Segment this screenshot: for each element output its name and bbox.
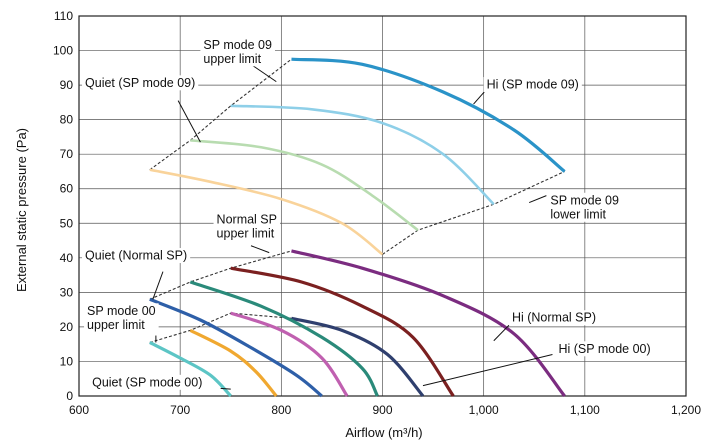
- series-line-6: [230, 266, 455, 397]
- annotation-text: Quiet (SP mode 00): [92, 375, 202, 389]
- annotation-text: Hi (SP mode 09): [487, 78, 579, 92]
- annotation: Hi (SP mode 00): [555, 341, 654, 357]
- annotation-text: upper limit: [87, 318, 145, 332]
- annotation: Quiet (Normal SP): [82, 248, 191, 264]
- series-line-5: [291, 249, 566, 398]
- annotation-box: [82, 248, 191, 264]
- x-tick-label: 800: [271, 403, 291, 417]
- annotation-box: [89, 374, 206, 390]
- x-tick-label: 1,100: [570, 403, 600, 417]
- annotation-leader: [152, 271, 164, 300]
- series-curves: [149, 57, 566, 398]
- limit-line: [382, 170, 565, 255]
- annotation-text: lower limit: [550, 207, 606, 221]
- series-line-10: [149, 297, 323, 398]
- x-axis-label: Airflow (m³/h): [345, 425, 422, 440]
- y-tick-label: 10: [60, 354, 74, 368]
- annotation-box: [82, 75, 199, 91]
- limit-lines: [149, 58, 565, 343]
- y-axis-label: External static pressure (Pa): [14, 128, 29, 292]
- series-line-12: [149, 341, 232, 398]
- annotation-box: [555, 341, 654, 357]
- annotation: Quiet (SP mode 09): [82, 75, 199, 91]
- y-tick-label: 0: [66, 389, 73, 403]
- x-tick-label: 600: [69, 403, 89, 417]
- annotation-text: Quiet (Normal SP): [85, 249, 187, 263]
- plot-frame: [78, 15, 687, 397]
- annotation-leader: [220, 387, 231, 390]
- limit-line: [149, 250, 292, 300]
- y-tick-label: 20: [60, 320, 74, 334]
- y-tick-label: 90: [60, 78, 74, 92]
- annotation-text: Hi (SP mode 00): [558, 342, 650, 356]
- annotation-leader: [250, 63, 277, 83]
- annotation-leader: [529, 195, 547, 204]
- annotation-leader: [473, 89, 487, 105]
- y-tick-label: 40: [60, 251, 74, 265]
- annotation-box: [547, 192, 622, 222]
- annotation-text: SP mode 09: [550, 193, 619, 207]
- annotation-box: [84, 303, 159, 333]
- limit-line: [149, 312, 292, 343]
- annotation-leader: [493, 324, 510, 342]
- x-tick-label: 1,200: [671, 403, 701, 417]
- annotation: Hi (SP mode 09): [483, 77, 582, 93]
- series-line-8: [189, 280, 379, 397]
- y-tick-label: 100: [53, 44, 73, 58]
- series-line-4: [149, 168, 384, 256]
- series-line-2: [230, 104, 495, 206]
- annotation-leader: [250, 245, 270, 254]
- annotation-text: SP mode 09: [203, 38, 272, 52]
- annotation-text: Normal SP: [217, 212, 277, 226]
- annotation-text: Hi (Normal SP): [512, 311, 596, 325]
- limit-line: [149, 58, 292, 171]
- annotation: Quiet (SP mode 00): [89, 374, 206, 390]
- y-tick-label: 30: [60, 285, 74, 299]
- x-tick-label: 900: [372, 403, 392, 417]
- annotation-box: [508, 310, 600, 326]
- x-tick-label: 700: [170, 403, 190, 417]
- series-line-9: [230, 311, 349, 397]
- y-tick-label: 60: [60, 182, 74, 196]
- series-line-3: [190, 139, 419, 232]
- series-line-11: [189, 328, 278, 398]
- annotation-text: Quiet (SP mode 09): [85, 76, 195, 90]
- series-line-7: [291, 316, 425, 398]
- x-tick-label: 1,000: [469, 403, 499, 417]
- y-tick-label: 70: [60, 147, 74, 161]
- annotation-box: [213, 211, 280, 241]
- annotation-text: upper limit: [217, 226, 275, 240]
- y-tick-label: 110: [54, 9, 73, 23]
- y-tick-label: 80: [60, 113, 74, 127]
- annotation-leader: [422, 354, 553, 387]
- tick-labels: 0 10 20 30 40 50 60 70 80 90 100 110 600 700 800 900 1,0…: [53, 9, 701, 417]
- series-line-1: [291, 57, 566, 173]
- y-tick-label: 50: [60, 216, 74, 230]
- annotation-text: SP mode 00: [87, 304, 156, 318]
- annotation-leader: [177, 100, 201, 143]
- annotation-box: [200, 37, 275, 67]
- annotation: Hi (Normal SP): [508, 310, 600, 326]
- annotation-box: [483, 77, 582, 93]
- annotation-text: upper limit: [203, 52, 261, 66]
